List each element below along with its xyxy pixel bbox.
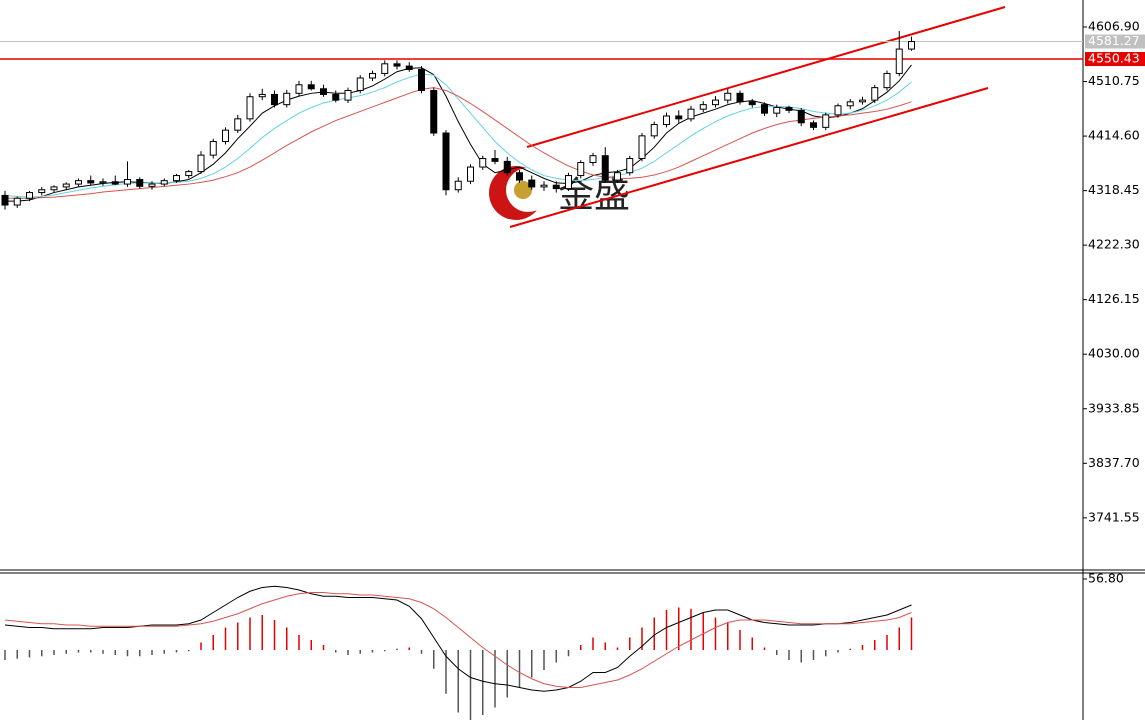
candle-body [99, 181, 107, 184]
logo-dot [514, 181, 532, 199]
candle-body [430, 89, 438, 134]
candle-body [908, 41, 915, 50]
price-label-box [1085, 52, 1145, 67]
candle-body [185, 171, 193, 177]
candle-body [50, 186, 58, 191]
candle-body [320, 88, 327, 95]
candle-body [369, 72, 376, 79]
candle-body [675, 115, 683, 120]
price-label: 4550.43 [1088, 51, 1140, 66]
candle-body [13, 197, 21, 206]
candle-body [650, 124, 658, 137]
candle-body [246, 96, 254, 120]
candle-body [724, 92, 732, 101]
candle-body [565, 175, 572, 190]
candle-body [491, 158, 499, 162]
candle-body [540, 184, 548, 188]
candle-body [344, 89, 352, 101]
candle-body [638, 135, 646, 160]
candle-body [75, 180, 82, 185]
candle-body [834, 105, 842, 116]
candle-body [381, 63, 389, 74]
moving-average-line [5, 87, 912, 199]
candle-body [846, 101, 854, 107]
candle-body [1, 194, 9, 206]
candle-body [283, 92, 291, 106]
y-tick-label: 4510.75 [1088, 73, 1140, 88]
candle-body [160, 180, 168, 185]
candle-body [736, 92, 744, 103]
candle-body [859, 99, 866, 103]
candle-body [209, 141, 217, 156]
candle-body [871, 87, 879, 101]
candle-body [148, 183, 156, 187]
trend-line [509, 87, 989, 228]
candle-body [601, 155, 609, 181]
candle-body [663, 115, 670, 126]
candle-body [589, 155, 597, 164]
candle-body [687, 108, 695, 120]
candle-body [528, 179, 536, 188]
y-tick-label: 4126.15 [1088, 291, 1140, 306]
candle-body [467, 166, 474, 182]
y-tick-label: 3933.85 [1088, 400, 1140, 415]
price-label: 4581.27 [1088, 33, 1140, 48]
candle-body [552, 184, 560, 190]
candle-body [454, 180, 462, 191]
candle-body [479, 158, 487, 168]
y-tick-label: 4318.45 [1088, 182, 1140, 197]
candle-body [503, 160, 511, 174]
candle-body [173, 175, 180, 182]
candle-body [87, 180, 95, 184]
candle-body [785, 106, 793, 111]
candle-body [797, 109, 805, 124]
price-label-box [1085, 34, 1145, 49]
candle-body [111, 181, 119, 185]
candle-body [577, 162, 585, 177]
candle-body [271, 93, 278, 106]
candle-body [822, 114, 830, 128]
moving-average-line [4, 592, 912, 688]
candle-body [124, 179, 131, 185]
candle-body [26, 192, 33, 199]
candle-body [332, 93, 340, 101]
candle-body [62, 183, 70, 188]
y-tick-label: 4222.30 [1088, 237, 1140, 252]
candle-body [442, 132, 450, 191]
candle-body [295, 84, 303, 94]
candle-body [136, 179, 144, 187]
candle-body [222, 129, 229, 143]
moving-average-line [4, 585, 912, 692]
candle-body [418, 68, 425, 91]
candle-body [748, 101, 756, 106]
candle-body [234, 118, 242, 131]
candle-body [699, 104, 707, 110]
y-tick-label: 4030.00 [1088, 346, 1140, 361]
candle-body [883, 72, 891, 89]
candle-body [712, 99, 719, 106]
candle-body [626, 158, 634, 174]
candle-body [405, 65, 413, 70]
candle-body [810, 122, 817, 128]
moving-average-line [4, 73, 912, 198]
candle-body [393, 63, 401, 67]
y-tick-label: 4606.90 [1088, 18, 1140, 33]
candle-body [773, 106, 781, 114]
candle-body [516, 172, 523, 181]
candle-body [197, 154, 205, 173]
y-tick-label: 3837.70 [1088, 455, 1140, 470]
candle-body [356, 77, 364, 91]
candle-body [895, 48, 903, 74]
candle-body [258, 93, 266, 98]
candle-body [38, 189, 46, 194]
candle-body [307, 84, 315, 90]
trend-line [526, 6, 1006, 148]
y-tick-label: 4414.60 [1088, 128, 1140, 143]
y-tick-label: 3741.55 [1088, 509, 1140, 524]
y-tick-label: 56.80 [1088, 571, 1124, 586]
candle-body [614, 172, 621, 181]
candle-body [761, 104, 768, 114]
